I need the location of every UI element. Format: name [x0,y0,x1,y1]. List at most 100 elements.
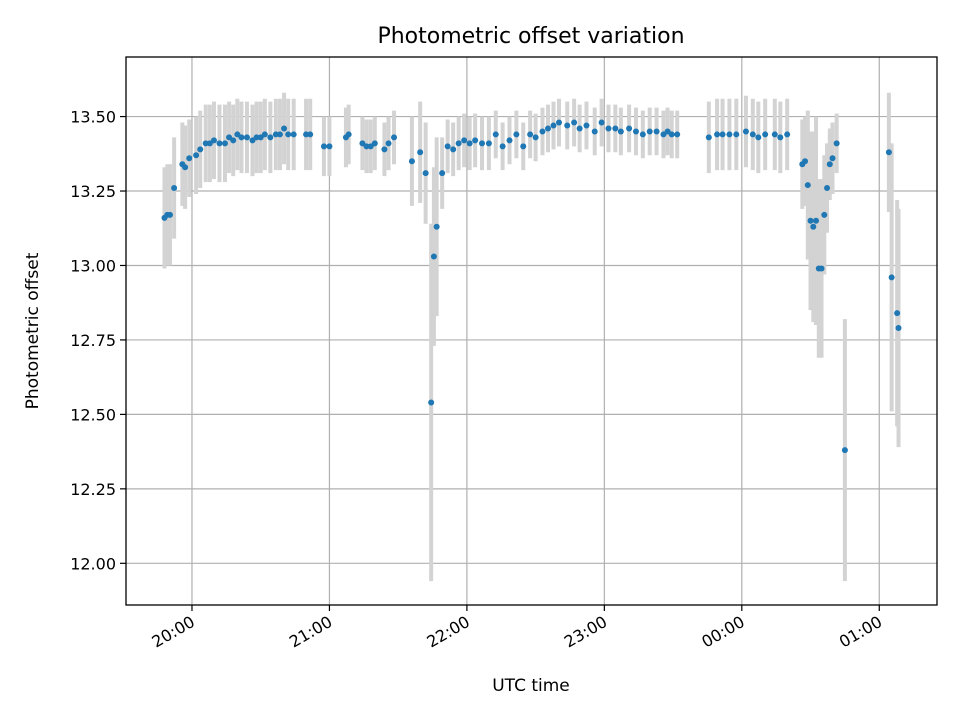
data-point [182,164,189,171]
data-point [802,158,809,165]
data-point [307,131,314,138]
data-point [290,131,297,138]
data-point [303,131,310,138]
data-point [238,134,245,141]
data-point [885,149,892,156]
data-point [257,134,264,141]
data-point [576,125,583,132]
data-point [513,131,520,138]
y-tick-label: 12.75 [70,331,116,350]
data-point [520,143,527,150]
data-point [171,185,178,192]
data-point [660,131,667,138]
data-point [363,143,370,150]
y-tick-label: 13.50 [70,108,116,127]
data-point [422,170,429,177]
data-point [391,134,398,141]
y-axis-label: Photometric offset [23,252,43,409]
data-point [762,131,769,138]
chart-title: Photometric offset variation [377,24,684,49]
data-point [210,137,217,144]
data-point [226,134,233,141]
data-point [450,146,457,153]
data-point [612,125,619,132]
data-point [733,131,740,138]
data-point [492,131,499,138]
x-axis-label: UTC time [492,676,570,696]
data-point [230,137,237,144]
data-point [826,161,833,168]
data-point [430,253,437,260]
data-point [186,155,193,162]
data-point [267,134,274,141]
data-point [326,143,333,150]
data-point [555,119,562,126]
data-point [726,131,733,138]
data-point [749,131,756,138]
data-point [371,140,378,147]
data-point [197,146,204,153]
data-point [439,170,446,177]
data-point [320,143,327,150]
data-point [202,140,209,147]
data-point [408,158,415,165]
data-point [714,131,721,138]
data-point [888,274,895,281]
data-point [261,131,268,138]
data-point [532,134,539,141]
data-point [359,140,366,147]
data-point [626,125,633,132]
data-point [285,131,292,138]
data-point [742,128,749,135]
data-point [527,131,534,138]
data-point [461,137,468,144]
data-point [550,122,557,129]
y-tick-label: 13.00 [70,256,116,275]
data-point [719,131,726,138]
y-tick-label: 13.25 [70,182,116,201]
data-point [598,119,605,126]
data-point [506,137,513,144]
data-point [571,119,578,126]
data-point [499,143,506,150]
data-points [161,119,902,454]
data-point [381,146,388,153]
data-point [428,399,435,406]
data-point [367,143,374,150]
data-point [583,122,590,129]
data-point [385,140,392,147]
data-point [243,134,250,141]
data-point [639,131,646,138]
data-point [249,137,256,144]
data-point [784,131,791,138]
data-point [664,128,671,135]
y-tick-label: 12.50 [70,405,116,424]
data-point [345,131,352,138]
axes-frame [125,56,938,606]
data-point [829,155,836,162]
data-point [821,211,828,218]
data-point [166,211,173,218]
data-point [833,140,840,147]
data-point [272,131,279,138]
data-point [705,134,712,141]
data-point [417,149,424,156]
data-point [479,140,486,147]
y-axis-ticks: 12.00 12.25 12.50 12.75 13.00 13.25 13.50 [70,108,126,573]
data-point [221,140,228,147]
data-point [455,140,462,147]
data-point [444,143,451,150]
data-point [539,128,546,135]
data-point [895,325,902,332]
data-point [466,140,473,147]
data-point [485,140,492,147]
data-point [653,128,660,135]
data-point [668,131,675,138]
y-tick-label: 12.25 [70,480,116,499]
data-point [234,131,241,138]
data-point [564,122,571,129]
data-point [813,217,820,224]
